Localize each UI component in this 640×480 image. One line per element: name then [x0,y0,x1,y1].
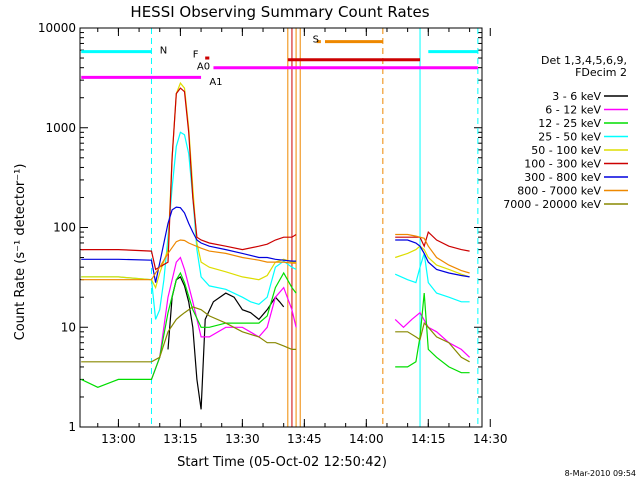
series-line [395,321,470,363]
y-tick-label: 1000 [45,121,76,135]
x-axis-label: Start Time (05-Oct-02 12:50:42) [177,455,387,470]
y-axis-label: Count Rate (s⁻¹ detector⁻¹) [13,164,28,341]
flag-label-s: S [313,34,319,45]
legend-label: 800 - 7000 keV [517,185,601,198]
x-tick-label: 14:30 [473,432,508,446]
legend-label: 12 - 25 keV [538,117,601,130]
series-line [81,206,297,283]
flag-label-f: F [193,50,199,61]
legend-header-line2: FDecim 2 [575,66,627,79]
flag-label-a0: A0 [197,62,210,73]
legend-label: 300 - 800 keV [524,171,601,184]
series-line [81,306,297,363]
series-line [167,276,285,410]
series-line [395,293,470,374]
flag-label-n: N [160,46,167,57]
series-line [395,230,470,252]
series-line [395,233,470,274]
plot-area: 1 10 100 1000 10000 13:00 13:15 13:30 13:45 14:00… [38,21,508,446]
x-tick-label: 13:45 [287,432,322,446]
series-line [395,245,470,278]
series-line [81,239,297,281]
series-line [395,239,470,278]
x-tick-label: 13:00 [101,432,136,446]
x-tick-label: 14:15 [411,432,446,446]
x-tick-label: 13:15 [163,432,198,446]
plot-frame [79,27,483,428]
legend-label: 7000 - 20000 keV [503,198,601,211]
series-line [394,253,470,303]
legend-label: 50 - 100 keV [531,144,601,157]
y-tick-label: 10000 [38,21,76,35]
legend-label: 25 - 50 keV [538,131,601,144]
x-tick-label: 13:30 [225,432,260,446]
series-line [81,87,297,271]
series-line [81,131,297,320]
y-tick-label: 100 [53,221,76,235]
flag-label-a1: A1 [209,77,222,88]
legend-header-line1: Det 1,3,4,5,6,9, [541,54,627,67]
legend-label: 100 - 300 keV [524,158,601,171]
series-line [81,81,297,290]
y-tick-label: 1 [68,420,76,434]
x-tick-label: 14:00 [349,432,384,446]
series-line [80,271,297,388]
series-line [394,311,471,358]
series-line [150,256,297,380]
legend-label: 3 - 6 keV [552,90,601,103]
footer-date: 8-Mar-2010 09:54 [565,469,636,478]
legend-label: 6 - 12 keV [545,104,601,117]
chart-title: HESSI Observing Summary Count Rates [130,3,429,21]
y-tick-label: 10 [61,320,76,334]
